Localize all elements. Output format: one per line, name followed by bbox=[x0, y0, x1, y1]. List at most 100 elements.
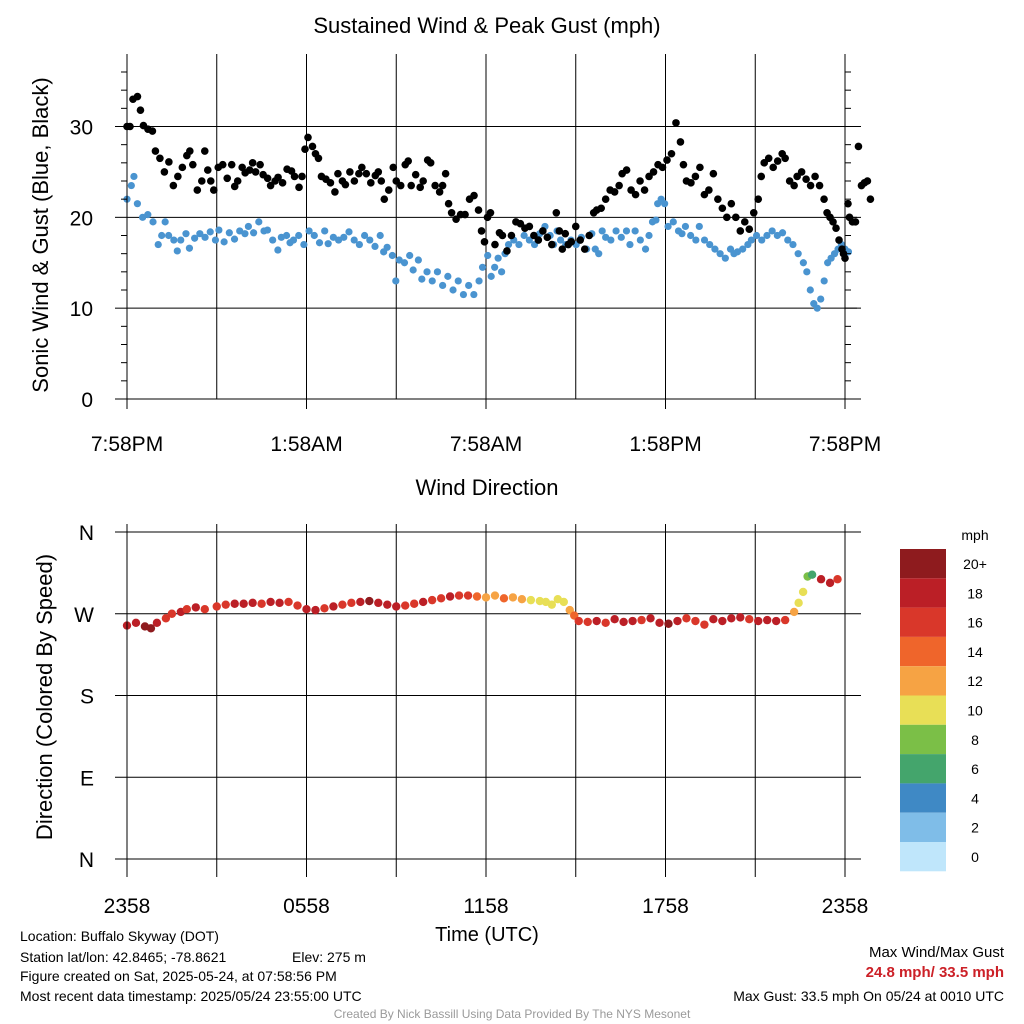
sustained-wind-point bbox=[700, 236, 709, 244]
peak-gust-point bbox=[727, 199, 736, 208]
peak-gust-point bbox=[470, 191, 478, 200]
x-tick-label: 1:58PM bbox=[629, 433, 701, 456]
peak-gust-point bbox=[503, 247, 511, 255]
peak-gust-point bbox=[477, 227, 486, 235]
direction-point bbox=[574, 616, 583, 626]
sustained-wind-point bbox=[191, 234, 199, 242]
peak-gust-point bbox=[314, 154, 323, 163]
direction-point bbox=[356, 597, 365, 607]
peak-gust-point bbox=[480, 238, 489, 246]
peak-gust-point bbox=[829, 218, 837, 226]
peak-gust-point bbox=[358, 163, 366, 172]
sustained-wind-point bbox=[196, 230, 204, 238]
sustained-wind-point bbox=[250, 229, 258, 237]
sustained-wind-point bbox=[478, 263, 487, 271]
sustained-wind-point bbox=[345, 228, 353, 236]
footer-location: Location: Buffalo Skyway (DOT) bbox=[20, 928, 219, 944]
sustained-wind-point bbox=[418, 275, 426, 283]
sustained-wind-point bbox=[305, 227, 313, 235]
wind-direction-chart: Wind Direction Direction (Colored By Spe… bbox=[32, 475, 868, 946]
direction-point bbox=[601, 618, 610, 628]
sustained-wind-point bbox=[525, 236, 533, 244]
peak-gust-point bbox=[160, 168, 169, 176]
sustained-wind-point bbox=[763, 231, 771, 240]
sustained-wind-point bbox=[778, 229, 787, 237]
direction-point bbox=[673, 616, 682, 626]
sustained-wind-point bbox=[406, 251, 414, 260]
direction-point bbox=[152, 618, 162, 628]
peak-gust-point bbox=[705, 186, 713, 194]
direction-point bbox=[718, 616, 727, 626]
colorbar-swatch bbox=[900, 783, 946, 813]
peak-gust-point bbox=[851, 218, 860, 226]
sustained-wind-point bbox=[433, 268, 442, 276]
sustained-wind-point bbox=[388, 251, 396, 260]
peak-gust-point bbox=[757, 172, 766, 181]
peak-gust-point bbox=[769, 163, 777, 172]
colorbar-swatch bbox=[900, 549, 946, 579]
sustained-wind-point bbox=[144, 211, 152, 219]
direction-tick-label: E bbox=[80, 767, 94, 790]
credit-line: Created By Nick Bassill Using Data Provi… bbox=[333, 1007, 691, 1021]
y-tick-label: 20 bbox=[70, 207, 93, 230]
peak-gust-point bbox=[676, 138, 685, 146]
sustained-wind-point bbox=[645, 231, 653, 240]
wind-direction-chart-title: Wind Direction bbox=[415, 475, 558, 500]
colorbar-level-label: 20+ bbox=[963, 556, 987, 572]
peak-gust-point bbox=[773, 157, 782, 165]
direction-point bbox=[418, 597, 428, 607]
peak-gust-point bbox=[696, 163, 704, 172]
direction-point bbox=[410, 599, 419, 608]
peak-gust-point bbox=[649, 168, 658, 176]
peak-gust-point bbox=[209, 186, 218, 194]
peak-gust-point bbox=[444, 199, 453, 208]
peak-gust-point bbox=[174, 172, 182, 181]
direction-point bbox=[508, 593, 518, 602]
direction-point bbox=[664, 619, 673, 628]
sustained-wind-point bbox=[817, 295, 825, 303]
peak-gust-point bbox=[367, 179, 375, 187]
direction-point bbox=[365, 596, 374, 606]
peak-gust-point bbox=[298, 172, 306, 181]
direction-point bbox=[427, 595, 437, 605]
peak-gust-point bbox=[640, 186, 649, 194]
peak-gust-point bbox=[435, 188, 444, 196]
peak-gust-point bbox=[718, 204, 727, 213]
peak-gust-point bbox=[723, 213, 731, 222]
colorbar-swatch bbox=[900, 607, 946, 637]
peak-gust-point bbox=[186, 147, 194, 155]
direction-point bbox=[284, 597, 293, 607]
peak-gust-point bbox=[178, 163, 187, 172]
direction-point bbox=[700, 620, 709, 629]
direction-point bbox=[727, 614, 736, 623]
y-tick-label: 0 bbox=[81, 389, 93, 412]
sustained-wind-point bbox=[595, 250, 603, 258]
x-tick-label: 2358 bbox=[104, 895, 151, 918]
sustained-wind-point bbox=[439, 281, 447, 290]
peak-gust-point bbox=[206, 177, 215, 185]
sustained-wind-point bbox=[784, 236, 792, 244]
sustained-wind-point bbox=[556, 236, 565, 244]
peak-gust-point bbox=[438, 181, 447, 190]
peak-gust-point bbox=[854, 142, 863, 151]
direction-tick-label: S bbox=[80, 686, 94, 709]
direction-point bbox=[807, 570, 817, 579]
x-tick-label: 1758 bbox=[642, 895, 689, 918]
peak-gust-point bbox=[667, 149, 676, 158]
peak-gust-point bbox=[274, 173, 282, 182]
sustained-wind-point bbox=[161, 218, 169, 226]
sustained-wind-point bbox=[149, 218, 157, 226]
direction-point bbox=[445, 592, 455, 601]
peak-gust-point bbox=[148, 127, 157, 135]
colorbar-level-label: 10 bbox=[967, 703, 983, 719]
direction-point bbox=[771, 616, 781, 626]
colorbar-swatch bbox=[900, 695, 946, 725]
sustained-wind-point bbox=[465, 281, 473, 290]
peak-gust-point bbox=[672, 119, 680, 127]
peak-gust-point bbox=[525, 222, 534, 231]
sustained-wind-point bbox=[636, 236, 644, 244]
peak-gust-point bbox=[764, 154, 773, 163]
sustained-wind-point bbox=[631, 227, 639, 235]
x-tick-label: 0558 bbox=[283, 895, 330, 918]
sustained-wind-point bbox=[324, 240, 332, 248]
